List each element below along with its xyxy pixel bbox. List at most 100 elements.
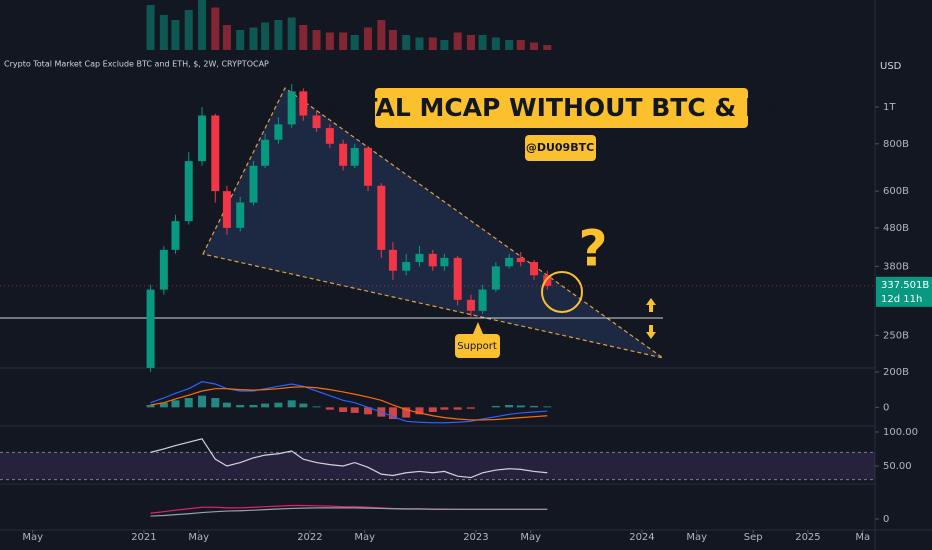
volume-bar	[339, 32, 348, 50]
volume-bar	[428, 37, 437, 50]
macd-hist	[274, 402, 283, 408]
macd-hist	[184, 398, 193, 408]
candle-body	[377, 185, 386, 250]
volume-bar	[159, 15, 168, 50]
macd-hist	[466, 407, 475, 409]
x-tick-label: Ma	[855, 532, 870, 543]
candle-body	[453, 257, 462, 300]
candle-body	[312, 115, 321, 129]
support-pointer	[473, 322, 483, 334]
macd-hist	[453, 407, 462, 410]
volume-bar	[543, 45, 552, 50]
last-price-tag	[876, 276, 932, 307]
volume-bar	[415, 37, 424, 50]
macd-hist	[388, 407, 397, 419]
macd-tick-label: 0	[883, 402, 889, 413]
currency: USD	[880, 61, 902, 72]
x-tick-label: May	[22, 532, 43, 543]
lower-tick-label: 0	[883, 514, 889, 525]
macd-hist	[222, 402, 231, 408]
candle-body	[146, 289, 155, 368]
y-tick-label: 200B	[883, 367, 909, 378]
candle-body	[274, 124, 283, 140]
highlight-circle	[541, 271, 583, 313]
volume-bar	[388, 30, 397, 50]
macd-hist	[428, 407, 437, 412]
macd-hist	[261, 403, 270, 408]
banner: TOTAL MCAP WITHOUT BTC & ETH	[322, 93, 800, 122]
macd-hist	[287, 400, 296, 408]
banner-box	[375, 88, 748, 128]
volume-bar	[530, 42, 539, 50]
x-tick-label: May	[520, 532, 541, 543]
candle-body	[299, 91, 308, 116]
volume-bar	[516, 40, 525, 50]
volume-bar	[261, 22, 270, 50]
macd-hist	[530, 405, 539, 408]
candle-body	[516, 257, 525, 263]
rsi-tick-label: 100.00	[883, 427, 918, 438]
macd-hist	[211, 398, 220, 408]
support-label: Support	[457, 341, 497, 352]
plot	[0, 0, 875, 517]
volume-bar	[364, 27, 373, 50]
candle-body	[402, 262, 411, 271]
y-tick-label: 480B	[883, 223, 909, 234]
rsi-tick-label: 50.00	[883, 461, 912, 472]
candle-body	[211, 115, 220, 192]
volume-bar	[274, 20, 283, 50]
volume-bar	[211, 7, 220, 50]
volume-bar	[478, 35, 487, 50]
candle-body	[530, 262, 539, 276]
candle-body	[198, 115, 207, 162]
candle-body	[222, 191, 231, 228]
macd-hist	[236, 405, 245, 408]
candle-body	[339, 143, 348, 166]
volume-bar	[171, 20, 180, 50]
macd-hist	[402, 407, 411, 418]
y-tick-label: 800B	[883, 139, 909, 150]
candle-body	[236, 202, 245, 228]
candle-body	[466, 299, 475, 311]
support-box	[455, 334, 500, 358]
last-price-label: 337.501B	[881, 280, 929, 291]
handle-box	[525, 135, 596, 161]
countdown: 12d 11h	[881, 294, 922, 305]
macd-hist	[543, 406, 552, 408]
volume-bar	[377, 20, 386, 50]
volume-bar	[184, 10, 193, 50]
macd-hist	[171, 400, 180, 408]
macd-hist	[491, 405, 500, 408]
volume-bar	[466, 35, 475, 50]
macd-hist	[415, 407, 424, 415]
macd-hist	[249, 405, 258, 408]
x-tick-label: May	[188, 532, 209, 543]
volume-bar	[146, 5, 155, 50]
candle-body	[491, 266, 500, 290]
y-tick-label: 600B	[883, 186, 909, 197]
candle-body	[364, 147, 373, 186]
macd-hist	[516, 405, 525, 408]
volume-bar	[312, 30, 321, 50]
candle-body	[440, 257, 449, 267]
x-tick-label: May	[354, 532, 375, 543]
macd-hist	[339, 407, 348, 412]
macd-hist	[505, 405, 514, 408]
candle-body	[415, 253, 424, 263]
y-tick-label: 250B	[883, 330, 909, 341]
candle-body	[505, 257, 514, 267]
x-tick-label: 2022	[297, 532, 322, 543]
macd-hist	[146, 405, 155, 408]
macd-hist	[198, 395, 207, 408]
x-tick-label: Sep	[744, 532, 763, 543]
volume-bar	[287, 17, 296, 50]
handle: @DU09BTC	[526, 141, 594, 154]
volume-bar	[236, 30, 245, 50]
volume-bar	[198, 0, 207, 50]
candle-body	[287, 91, 296, 125]
candle-body	[543, 275, 552, 286]
volume-bar	[222, 25, 231, 50]
volume-bar	[350, 35, 359, 50]
